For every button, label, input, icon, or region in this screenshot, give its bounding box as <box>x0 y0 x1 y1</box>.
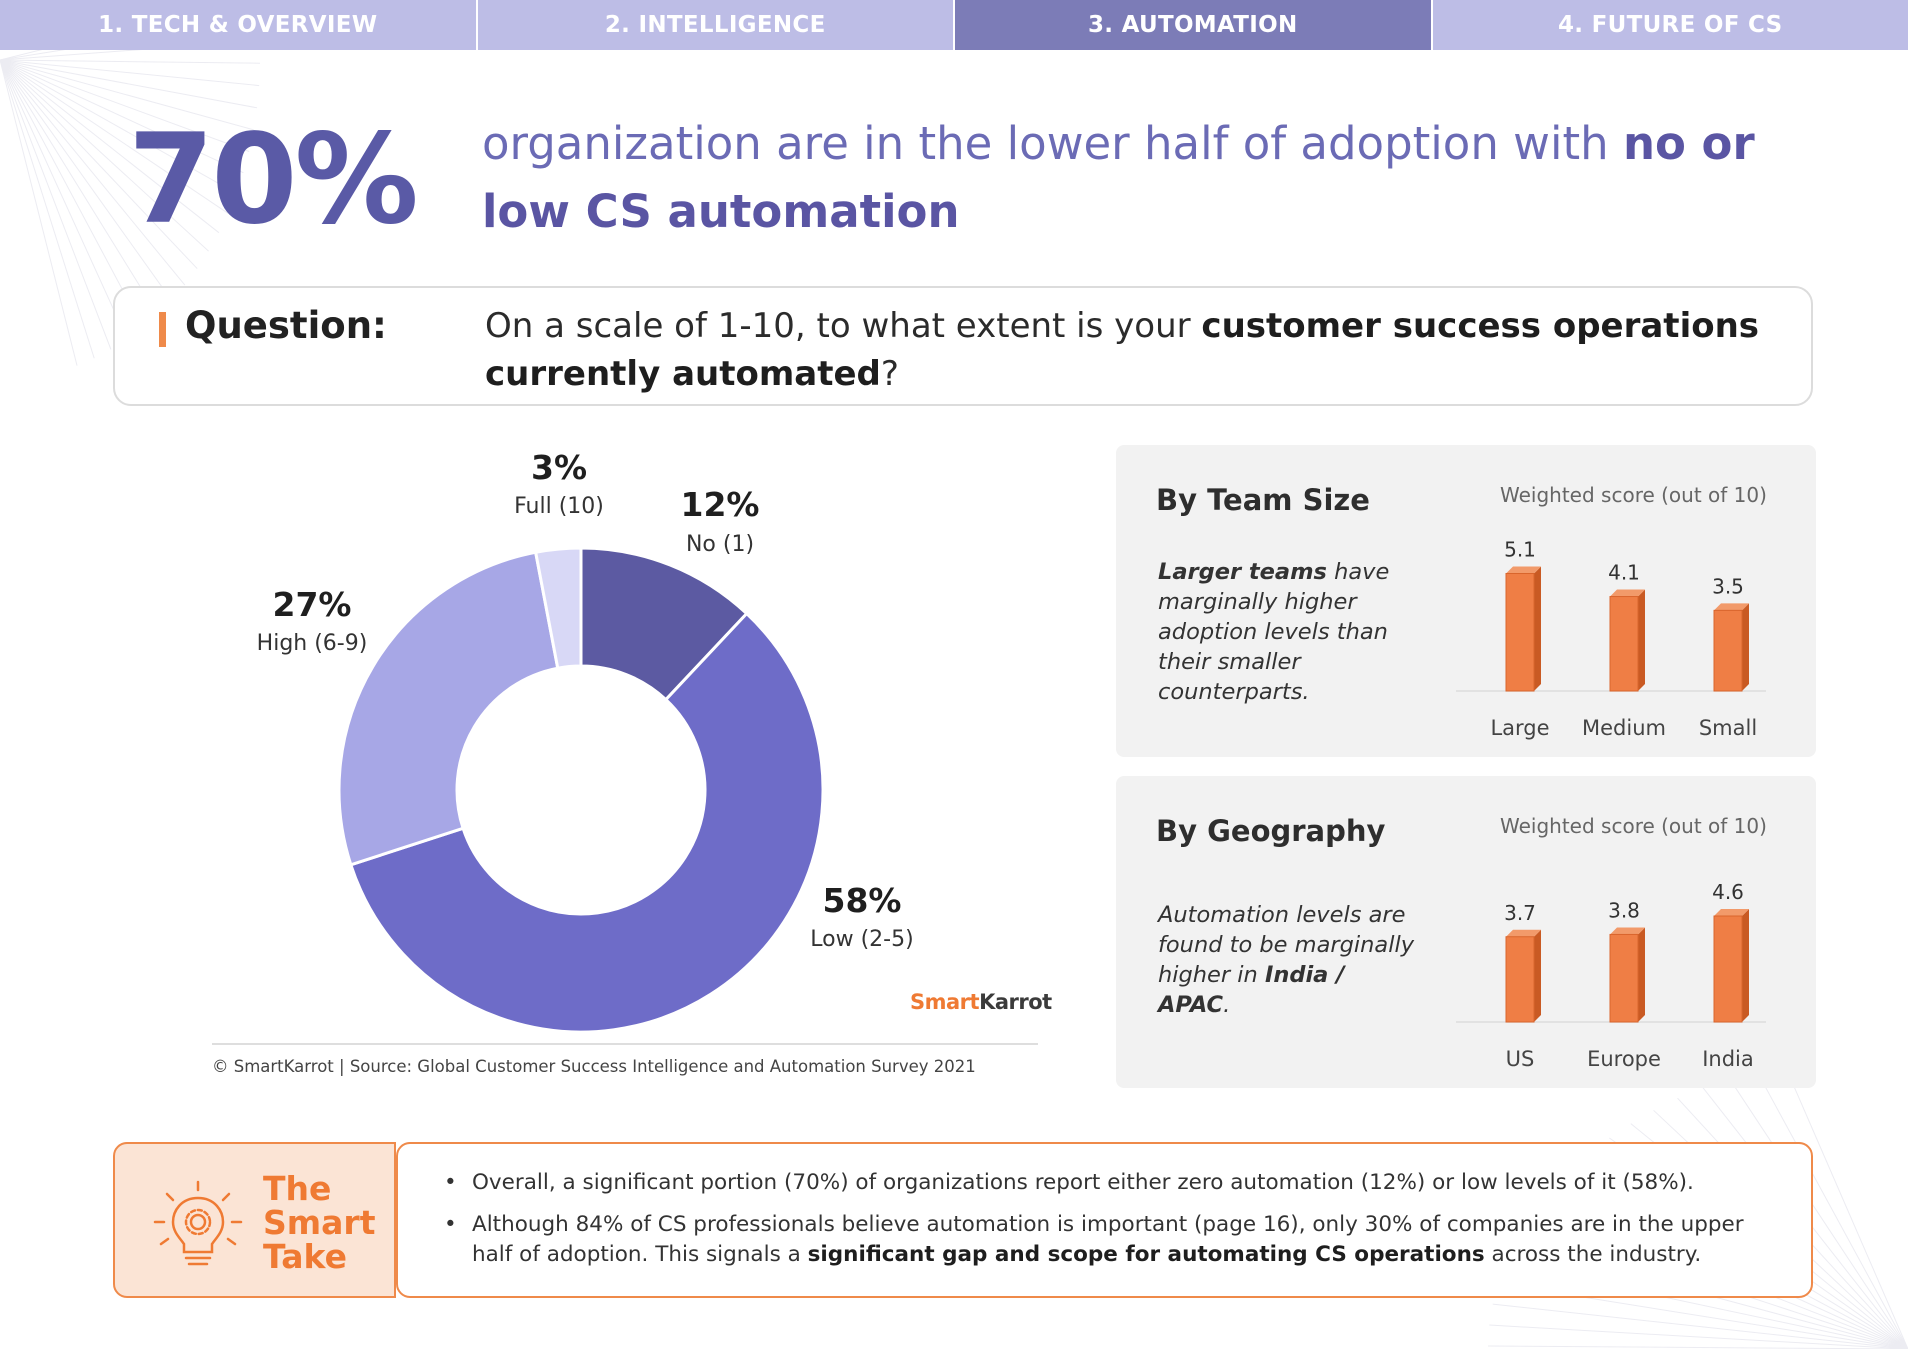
team-size-bar-chart: 5.1 Large 4.1 Medium 3.5 Small <box>1456 537 1766 740</box>
donut-value-label: 58% <box>823 881 902 920</box>
geography-note: Automation levels are found to be margin… <box>1158 900 1418 1020</box>
donut-value-label: 27% <box>273 585 352 624</box>
tab-intelligence[interactable]: 2. INTELLIGENCE <box>477 0 955 50</box>
bar-value-label: 5.1 <box>1504 537 1536 561</box>
question-text-bold: customer success operations currently au… <box>485 306 1760 394</box>
bar-category-label: Medium <box>1582 716 1666 740</box>
bullet-bold: significant gap and scope for automating… <box>807 1242 1485 1267</box>
bullet-tail: across the industry. <box>1484 1242 1702 1267</box>
geography-panel: By Geography Automation levels are found… <box>1116 776 1816 1088</box>
donut-category-label: High (6-9) <box>257 631 368 656</box>
geography-note-bold: India / APAC <box>1158 962 1345 1018</box>
bar <box>1505 929 1541 1023</box>
bar-category-label: India <box>1702 1047 1754 1071</box>
bar-value-label: 3.8 <box>1608 898 1640 922</box>
lightbulb-gear-icon <box>153 1180 243 1266</box>
question-box: Question: On a scale of 1-10, to what ex… <box>113 286 1813 406</box>
logo-part-smart: Smart <box>910 990 980 1014</box>
smart-take-bullets: Overall, a significant portion (70%) of … <box>444 1168 1784 1282</box>
smartkarrot-logo: SmartKarrot <box>910 990 1052 1014</box>
team-size-panel: By Team Size Larger teams have marginall… <box>1116 445 1816 757</box>
headline-stat: 70% <box>128 108 419 252</box>
headline-text: organization are in the lower half of ad… <box>482 110 1782 246</box>
bar <box>1505 566 1541 692</box>
bar-value-label: 4.6 <box>1712 880 1744 904</box>
tab-automation[interactable]: 3. AUTOMATION <box>955 0 1433 50</box>
question-label: Question: <box>185 304 387 347</box>
question-accent-bar <box>159 312 166 347</box>
source-note: © SmartKarrot | Source: Global Customer … <box>212 1057 976 1076</box>
donut-slice <box>533 546 583 670</box>
donut-slice <box>348 611 825 1034</box>
smart-take-title-line-1: The <box>263 1169 332 1208</box>
team-size-axis-label: Weighted score (out of 10) <box>1500 483 1767 507</box>
smart-take-bullet: Although 84% of CS professionals believe… <box>444 1210 1784 1270</box>
logo-part-ot: ot <box>1028 990 1052 1014</box>
bar-value-label: 3.7 <box>1504 901 1536 925</box>
bar-category-label: Large <box>1490 716 1549 740</box>
team-size-note-bold: Larger teams <box>1158 559 1327 585</box>
donut-slice <box>337 550 560 867</box>
donut-category-label: No (1) <box>686 532 754 557</box>
donut-category-label: Low (2-5) <box>810 927 913 952</box>
geography-axis-label: Weighted score (out of 10) <box>1500 814 1767 838</box>
question-text-start: On a scale of 1-10, to what extent is yo… <box>485 306 1202 346</box>
question-text-end: ? <box>880 354 899 394</box>
logo-part-karr: Karr <box>979 990 1029 1014</box>
bar-category-label: US <box>1506 1047 1535 1071</box>
team-size-note: Larger teams have marginally higher adop… <box>1158 557 1418 707</box>
bar-value-label: 4.1 <box>1608 561 1640 585</box>
donut-category-label: Full (10) <box>514 494 604 519</box>
source-divider <box>212 1043 1038 1045</box>
tab-future-of-cs[interactable]: 4. FUTURE OF CS <box>1432 0 1908 50</box>
geography-bar-chart: 3.7 US 3.8 Europe 4.6 India <box>1456 880 1766 1071</box>
smart-take-title-line-2: Smart <box>263 1203 376 1242</box>
bar <box>1713 603 1749 692</box>
question-text: On a scale of 1-10, to what extent is yo… <box>485 302 1785 398</box>
section-tabs: 1. TECH & OVERVIEW 2. INTELLIGENCE 3. AU… <box>0 0 1908 50</box>
smart-take-title: The Smart Take <box>263 1172 375 1274</box>
smart-take-content: Overall, a significant portion (70%) of … <box>396 1142 1813 1298</box>
bullet-text: Although 84% of CS professionals believe… <box>472 1212 1744 1267</box>
automation-donut-chart: 12% No (1) 58% Low (2-5) 27% High (6-9) 3% Full… <box>257 448 914 1034</box>
geography-title: By Geography <box>1156 814 1386 848</box>
bar <box>1713 909 1749 1023</box>
geography-note-end: . <box>1223 992 1231 1018</box>
bar <box>1609 927 1645 1023</box>
smart-take-title-line-3: Take <box>263 1237 347 1276</box>
headline-bold: no or low CS automation <box>482 117 1755 238</box>
bar-category-label: Europe <box>1587 1047 1661 1071</box>
tab-tech-overview[interactable]: 1. TECH & OVERVIEW <box>0 0 478 50</box>
bar-category-label: Small <box>1699 716 1757 740</box>
team-size-note-text: have marginally higher adoption levels t… <box>1158 559 1390 705</box>
bar-value-label: 3.5 <box>1712 574 1744 598</box>
bullet-text: Overall, a significant portion (70%) of … <box>472 1170 1694 1195</box>
bar <box>1609 589 1645 692</box>
team-size-title: By Team Size <box>1156 483 1370 517</box>
smart-take-bullet: Overall, a significant portion (70%) of … <box>444 1168 1784 1198</box>
donut-value-label: 12% <box>681 485 760 524</box>
donut-value-label: 3% <box>531 448 587 487</box>
headline-regular: organization are in the lower half of ad… <box>482 117 1623 170</box>
smart-take-badge: The Smart Take <box>113 1142 396 1298</box>
geography-note-text: Automation levels are found to be margin… <box>1158 902 1415 988</box>
